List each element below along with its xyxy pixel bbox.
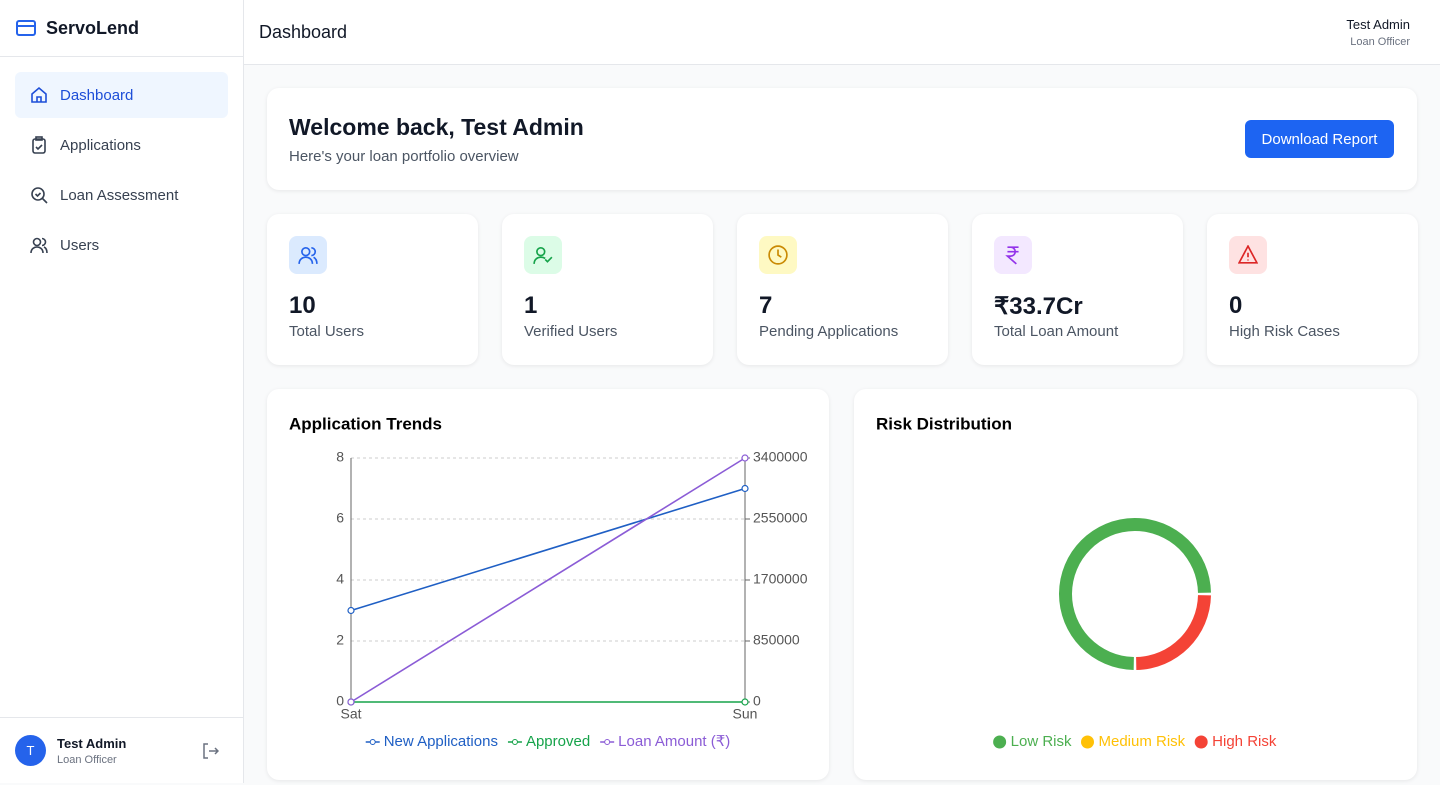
y-tick-label: 0 [336, 693, 344, 709]
legend-swatch [1194, 735, 1208, 749]
y2-tick-label: 1700000 [753, 571, 808, 587]
stat-card: 0 High Risk Cases [1207, 214, 1418, 365]
stat-value: 0 [1229, 292, 1243, 319]
logout-button[interactable] [201, 742, 219, 760]
nav-item[interactable]: Loan Assessment [15, 172, 228, 218]
legend-label: Low Risk [1011, 733, 1072, 750]
chart-title: Risk Distribution [876, 414, 1012, 433]
nav: Dashboard Applications Loan Assessment U… [0, 57, 243, 287]
series-line [350, 487, 746, 612]
nav-label: Loan Assessment [60, 186, 179, 204]
stat-label: High Risk Cases [1229, 323, 1340, 340]
top-bar: Dashboard Test Admin Loan Officer [244, 0, 1440, 65]
user-name: Test Admin [1346, 17, 1410, 32]
pie-chart: Risk Distribution Low Risk Medium Risk High… [876, 414, 1277, 750]
brand: ServoLend [0, 0, 243, 57]
y2-tick-label: 0 [753, 693, 761, 709]
user-role: Loan Officer [1350, 36, 1410, 48]
legend-label: Approved [526, 733, 590, 750]
y-tick-label: 6 [336, 510, 344, 526]
brand-name: ServoLend [46, 17, 140, 38]
stat-value: 7 [759, 292, 773, 319]
chart-card: Application Trends 0 2 4 6 8 0 850000 1700000 255… [267, 389, 829, 780]
nav-label: Applications [60, 136, 141, 154]
line-chart: Application Trends 0 2 4 6 8 0 850000 1700000 255… [289, 414, 808, 750]
y2-tick-label: 850000 [753, 632, 800, 648]
legend-swatch [1080, 735, 1094, 749]
point [741, 454, 749, 462]
chart-title: Application Trends [289, 414, 442, 433]
legend-swatch [511, 739, 518, 745]
legend-label: High Risk [1212, 733, 1277, 750]
nav-label: Users [60, 236, 100, 254]
nav-label: Dashboard [60, 86, 134, 104]
y-tick-label: 2 [336, 632, 344, 648]
user-name: Test Admin [57, 735, 127, 751]
y-tick-label: 4 [336, 571, 344, 587]
pie-slice [1136, 595, 1211, 670]
welcome-subtitle: Here's your loan portfolio overview [289, 148, 519, 165]
icon [298, 246, 318, 264]
point [347, 606, 355, 615]
point [347, 698, 355, 706]
nav-item[interactable]: Dashboard [15, 72, 228, 118]
series-line [350, 457, 746, 703]
sidebar: ServoLend Dashboard Applications Loan As… [0, 0, 244, 783]
stat-card: ₹33.7Cr Total Loan Amount [972, 214, 1183, 365]
nav-item[interactable]: Users [15, 222, 228, 268]
stat-label: Pending Applications [759, 323, 899, 340]
legend-swatch [993, 735, 1007, 749]
legend: New Applications Approved Loan Amount (₹) [365, 733, 730, 750]
legend-label: Loan Amount (₹) [618, 733, 730, 750]
welcome-card: Welcome back, Test Admin Here's your loa… [267, 88, 1417, 190]
icon [1005, 246, 1019, 265]
stat-label: Verified Users [524, 323, 618, 340]
nav-item[interactable]: Applications [15, 122, 228, 168]
legend-swatch [369, 739, 376, 745]
legend-swatch [604, 739, 611, 745]
stat-icon [759, 236, 797, 274]
stat-label: Total Loan Amount [994, 323, 1119, 340]
icon [1238, 245, 1258, 264]
welcome-title: Welcome back, Test Admin [289, 114, 584, 140]
user-role: Loan Officer [57, 753, 117, 766]
point [741, 698, 749, 706]
stat-value: 1 [524, 292, 538, 319]
icon [768, 245, 788, 265]
user-footer: T Test Admin Loan Officer [0, 717, 243, 783]
x-tick-label: Sat [340, 706, 361, 722]
stat-icon [994, 236, 1032, 274]
page-title: Dashboard [259, 22, 348, 42]
y2-tick-label: 2550000 [753, 510, 808, 526]
stat-card: 1 Verified Users [502, 214, 713, 365]
stat-icon [524, 236, 562, 274]
icon [533, 246, 553, 264]
stat-icon [289, 236, 327, 274]
stat-value: ₹33.7Cr [994, 293, 1083, 320]
stat-value: 10 [289, 292, 316, 319]
y2-tick-label: 3400000 [753, 449, 808, 465]
download-button[interactable]: Download Report [1245, 120, 1394, 158]
legend: Low Risk Medium Risk High Risk [993, 733, 1277, 750]
y-tick-label: 8 [336, 449, 344, 465]
point [741, 484, 749, 493]
stat-icon [1229, 236, 1267, 274]
stat-label: Total Users [289, 323, 365, 340]
x-tick-label: Sun [733, 706, 758, 722]
legend-label: Medium Risk [1098, 733, 1185, 750]
legend-label: New Applications [384, 733, 498, 750]
chart-card: Risk Distribution Low Risk Medium Risk High… [854, 389, 1417, 780]
avatar: T [15, 735, 46, 766]
stat-card: 7 Pending Applications [737, 214, 948, 365]
stat-card: 10 Total Users [267, 214, 478, 365]
